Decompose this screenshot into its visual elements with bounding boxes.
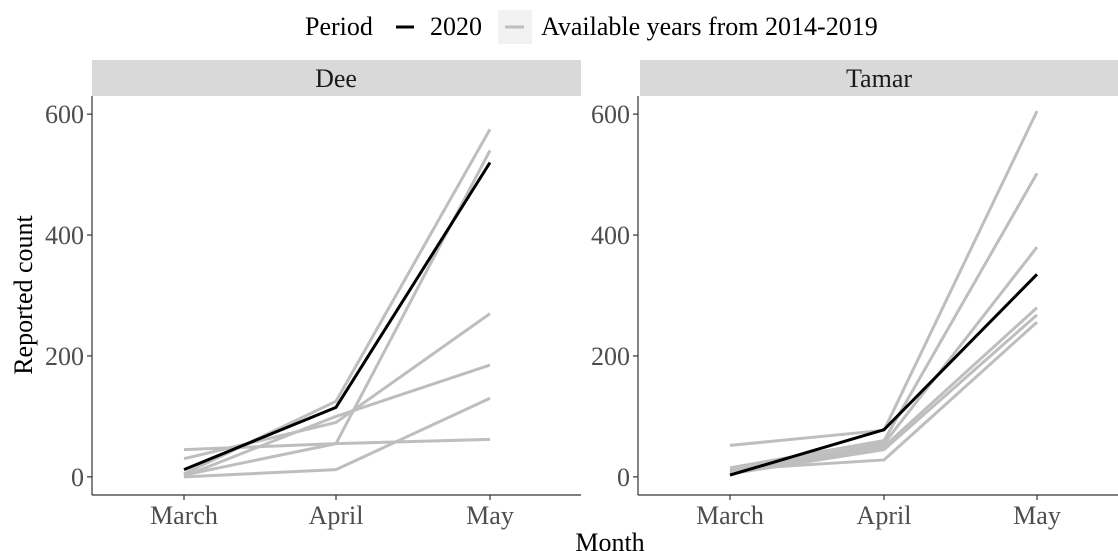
- legend-label-other-years: Available years from 2014-2019: [541, 12, 878, 41]
- x-axis-title: Month: [575, 528, 644, 551]
- x-tick-label: March: [696, 501, 764, 530]
- strip-dee-background: [92, 60, 581, 96]
- series-line-other-year: [729, 246, 1039, 473]
- series-line-other-year: [729, 110, 1039, 447]
- strip-dee-label: Dee: [315, 64, 357, 93]
- x-tick-label: May: [466, 501, 514, 530]
- y-tick-label: 600: [591, 100, 630, 129]
- y-tick-label: 200: [591, 342, 630, 371]
- x-tick-label: May: [1013, 501, 1061, 530]
- y-tick-label: 0: [617, 463, 630, 492]
- panel-dee: 0 200 400 600 March April May: [45, 96, 581, 530]
- strip-tamar: Tamar: [640, 60, 1118, 96]
- x-tick-label: March: [150, 501, 218, 530]
- x-tick-label: April: [857, 501, 912, 530]
- series-line-other-year: [183, 149, 492, 477]
- y-tick-label: 400: [45, 221, 84, 250]
- series-line-other-year: [729, 306, 1039, 474]
- panel-tamar: 0 200 400 600 March April May: [591, 96, 1118, 530]
- series-line-other-year: [183, 396, 491, 479]
- strip-tamar-background: [640, 60, 1118, 96]
- series-line-2020: [729, 273, 1039, 477]
- y-tick-label: 400: [591, 221, 630, 250]
- x-tick-label: April: [309, 501, 364, 530]
- y-tick-label: 0: [71, 463, 84, 492]
- series-line-other-year: [729, 320, 1039, 472]
- strip-tamar-label: Tamar: [846, 64, 912, 93]
- legend-title: Period: [305, 12, 373, 41]
- legend-label-2020: 2020: [430, 12, 482, 41]
- y-tick-label: 600: [45, 100, 84, 129]
- y-tick-label: 200: [45, 342, 84, 371]
- legend: Period 2020 Available years from 2014-20…: [305, 10, 878, 44]
- series-line-other-year: [729, 313, 1038, 476]
- series-line-other-year: [183, 363, 491, 478]
- strip-dee: Dee: [92, 60, 581, 96]
- series-line-2020: [183, 161, 492, 471]
- y-axis-title: Reported count: [9, 214, 38, 374]
- series-line-other-year: [183, 312, 491, 461]
